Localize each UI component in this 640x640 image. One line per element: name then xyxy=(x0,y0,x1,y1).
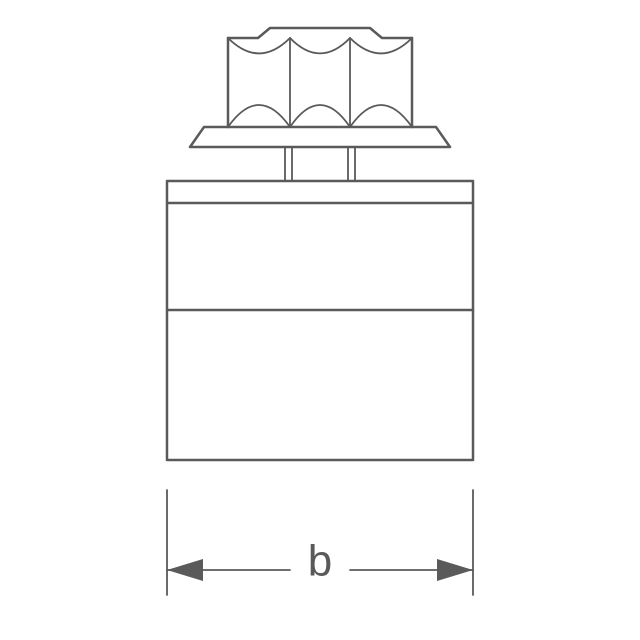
technical-drawing: b xyxy=(0,0,640,640)
dimension-label: b xyxy=(308,537,332,586)
